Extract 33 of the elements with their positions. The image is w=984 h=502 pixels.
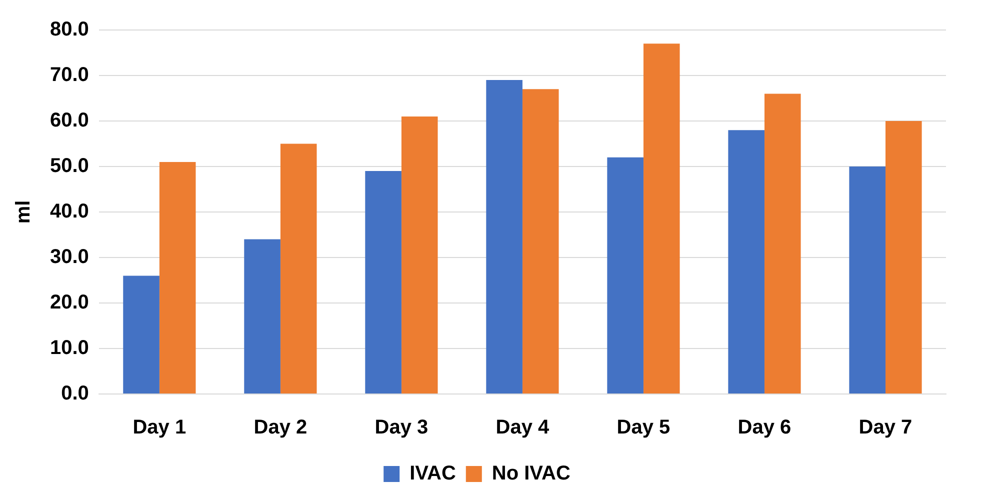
bar — [885, 121, 922, 394]
y-tick-label: 70.0 — [50, 64, 89, 86]
y-tick-label: 40.0 — [50, 200, 89, 223]
bar — [123, 276, 160, 394]
legend-label: IVAC — [410, 462, 456, 485]
x-tick-label: Day 5 — [616, 416, 670, 439]
x-tick-label: Day 4 — [496, 416, 550, 439]
bar — [849, 166, 886, 394]
legend-label: No IVAC — [492, 462, 570, 485]
bar — [522, 89, 559, 394]
bar — [365, 171, 402, 394]
bar — [244, 239, 280, 394]
x-tick-label: Day 1 — [132, 416, 186, 439]
bar — [728, 130, 764, 394]
bar — [401, 116, 438, 394]
bar — [607, 157, 644, 394]
x-tick-label: Day 7 — [858, 416, 912, 439]
y-tick-label: 50.0 — [50, 155, 89, 178]
bar — [159, 162, 196, 394]
bar — [764, 94, 801, 394]
y-tick-label: 0.0 — [61, 382, 89, 405]
y-axis-title: ml — [12, 200, 35, 224]
bar — [643, 44, 680, 394]
y-tick-label: 60.0 — [50, 110, 89, 132]
y-tick-label: 10.0 — [50, 337, 89, 360]
x-tick-label: Day 2 — [254, 416, 308, 439]
y-tick-label: 80.0 — [50, 18, 89, 41]
y-tick-label: 20.0 — [50, 292, 89, 314]
x-tick-label: Day 3 — [374, 416, 428, 439]
x-tick-label: Day 6 — [738, 416, 792, 439]
bar — [280, 144, 317, 394]
y-tick-label: 30.0 — [50, 246, 89, 268]
bar — [486, 80, 522, 394]
